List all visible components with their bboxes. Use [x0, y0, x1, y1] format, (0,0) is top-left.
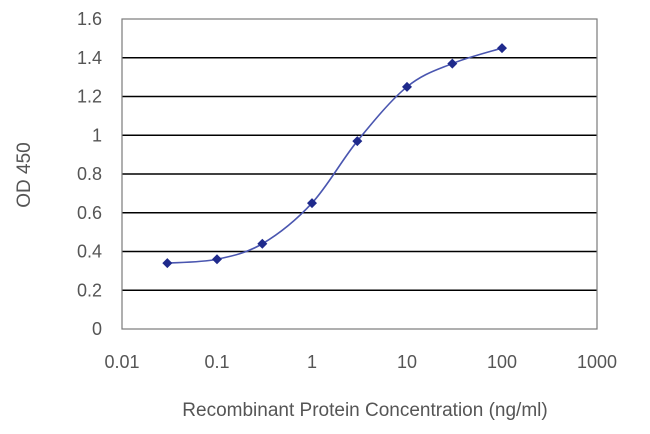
- plot-area-border: [121, 18, 598, 330]
- data-point-marker: [497, 43, 507, 54]
- y-tick-label: 1.2: [77, 87, 102, 107]
- grid-lines: [122, 57, 597, 291]
- data-point-marker: [447, 58, 458, 69]
- x-tick-label: 0.01: [104, 352, 139, 372]
- data-point-marker: [352, 136, 363, 147]
- data-point-marker: [162, 258, 173, 269]
- data-point-marker: [257, 238, 268, 249]
- y-tick-label: 1: [92, 125, 102, 145]
- x-tick-label: 100: [487, 352, 517, 372]
- data-point-marker: [307, 198, 317, 209]
- y-tick-label: 0: [92, 319, 102, 339]
- x-axis-tick-labels: 0.01 0.1 1 10 100 1000: [104, 352, 617, 372]
- data-point-marker: [212, 254, 222, 265]
- y-tick-label: 1.6: [77, 9, 102, 29]
- x-tick-label: 1000: [577, 352, 617, 372]
- x-tick-label: 10: [397, 352, 417, 372]
- y-tick-label: 1.4: [77, 48, 102, 68]
- data-point-marker: [402, 81, 412, 92]
- x-tick-label: 1: [307, 352, 317, 372]
- y-axis-label: OD 450: [14, 142, 35, 207]
- y-tick-label: 0.2: [77, 280, 102, 300]
- y-tick-label: 0.4: [77, 242, 102, 262]
- y-tick-label: 0.8: [77, 164, 102, 184]
- y-tick-label: 0.6: [77, 203, 102, 223]
- y-axis-tick-labels: 0 0.2 0.4 0.6 0.8 1 1.2 1.4 1.6: [77, 9, 102, 339]
- x-tick-label: 0.1: [204, 352, 229, 372]
- x-axis-label: Recombinant Protein Concentration (ng/ml…: [182, 400, 547, 421]
- fitted-curve: [167, 47, 503, 264]
- data-points: [162, 43, 507, 269]
